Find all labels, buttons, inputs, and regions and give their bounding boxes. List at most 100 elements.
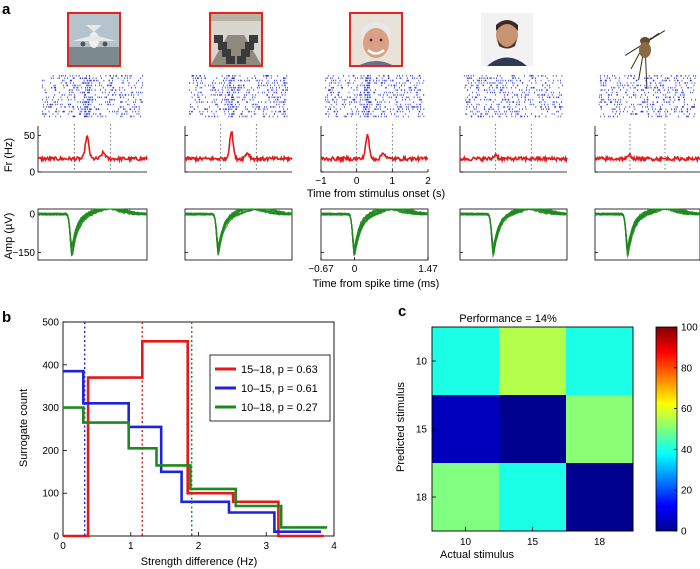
firing-rate-axes: −1 0 1 2	[315, 124, 431, 187]
spike-xtick-label: 1.47	[418, 264, 438, 275]
confusion-ylabel: Predicted stimulus	[395, 382, 407, 472]
histogram-ytick-label: 400	[42, 360, 59, 371]
histogram-line	[63, 340, 324, 538]
histogram-xtick-label: 4	[331, 541, 337, 552]
histogram-ytick-label: 500	[42, 318, 59, 329]
histogram-line	[63, 369, 322, 533]
histogram-ytick-label: 300	[42, 403, 59, 414]
histogram-xtick-label: 1	[128, 541, 134, 552]
histogram-ytick-label: 100	[42, 489, 59, 500]
airplane-photo	[68, 13, 120, 66]
colorbar-tick-label: 60	[681, 404, 693, 415]
stimulus-column-6: 6	[459, 13, 568, 261]
fr-xtick-label: −1	[315, 176, 327, 187]
spike-waveforms	[320, 208, 429, 257]
confusion-cell	[432, 327, 500, 396]
stimulus-column-8: 8	[594, 13, 700, 261]
spike-waveforms	[459, 207, 568, 259]
spike-waveform-axes	[594, 208, 700, 261]
spike-waveforms	[37, 208, 148, 257]
legend-entry: 10–18, p = 0.27	[241, 402, 318, 414]
confusion-xtick-label: 18	[594, 537, 606, 548]
spike-waveform-axes	[184, 208, 293, 261]
confusion-cell	[566, 327, 634, 396]
firing-rate-ylabel: Fr (Hz)	[3, 138, 15, 172]
firing-rate-curve	[594, 152, 700, 164]
histogram-series-1	[63, 322, 322, 536]
legend-entry: 10–15, p = 0.61	[241, 383, 318, 395]
panel-b: 0 1 2 3 4 0 100 200 300 400 500 15–18, p = 0.63 10–1…	[42, 318, 337, 553]
spike-ytick-label: 0	[29, 210, 35, 221]
fr-xtick-label: 1	[390, 176, 396, 187]
spike-xtick-label: −0.67	[308, 264, 334, 275]
histogram-xtick-label: 2	[196, 541, 202, 552]
colorbar-tick-label: 0	[681, 527, 687, 538]
confusion-cell	[566, 395, 634, 464]
histogram-line	[63, 406, 328, 529]
confusion-xtick-label: 15	[527, 537, 539, 548]
stimulus-column-15: 150500−150	[12, 12, 148, 261]
spike-ytick-label: −150	[12, 248, 35, 259]
histogram-frame	[62, 321, 335, 537]
bearded-man-photo	[481, 13, 533, 66]
spike-ylabel: Amp (µV)	[3, 213, 15, 260]
confusion-cell	[499, 463, 567, 532]
firing-rate-curve	[37, 134, 148, 164]
confusion-ytick-label: 18	[416, 493, 428, 504]
confusion-ytick-label: 10	[416, 357, 428, 368]
confusion-xlabel: Actual stimulus	[440, 549, 514, 561]
confusion-title: Performance = 14%	[459, 313, 557, 325]
confusion-cell	[432, 463, 500, 532]
fr-ytick-label: 0	[29, 168, 35, 179]
spike-xlabel: Time from spike time (ms)	[313, 278, 440, 290]
stimulus-column-18: 18	[184, 12, 293, 261]
spike-raster	[463, 75, 563, 118]
spike-raster	[324, 75, 425, 118]
spike-waveform-axes: −0.67 0 1.47	[308, 208, 438, 275]
stimulus-frame	[209, 12, 263, 67]
histogram-ytick-label: 200	[42, 446, 59, 457]
spike-xtick-label: 0	[352, 264, 358, 275]
confusion-ytick-label: 15	[416, 425, 428, 436]
firing-rate-axes	[594, 124, 700, 173]
fr-xtick-label: 0	[354, 176, 360, 187]
colorbar-tick-label: 100	[681, 323, 698, 334]
confusion-cell	[566, 463, 634, 532]
colorbar-tick-label: 40	[681, 445, 693, 456]
histogram-series-0	[63, 322, 324, 538]
smiling-man-photo	[350, 13, 402, 66]
spike-raster	[598, 75, 697, 118]
confusion-xtick-label: 10	[460, 537, 472, 548]
firing-rate-axes: 0 50	[24, 124, 147, 179]
colorbar-tick-label: 20	[681, 486, 693, 497]
spike-waveforms	[594, 208, 700, 259]
panel-label-a: a	[2, 1, 11, 18]
spider-photo	[619, 13, 671, 89]
histogram-series-2	[63, 322, 328, 536]
firing-rate-curve	[459, 152, 568, 164]
stimulus-frame	[349, 12, 403, 67]
histogram-ytick-label: 0	[53, 532, 59, 543]
firing-rate-curve	[184, 131, 293, 164]
histogram-xlabel: Strength difference (Hz)	[141, 556, 258, 568]
spike-raster	[42, 75, 144, 118]
firing-rate-curve	[320, 133, 429, 164]
panel-c: 10 15 18 10 15 18 0 20 40 60 80 100	[416, 323, 698, 549]
firing-rate-axes	[459, 124, 567, 173]
spike-raster	[188, 75, 288, 118]
firing-rate-xlabel: Time from stimulus onset (s)	[307, 188, 445, 200]
fr-xtick-label: 2	[425, 176, 431, 187]
stimulus-frame	[67, 12, 121, 67]
panel-label-c: c	[398, 303, 406, 320]
histogram-ylabel: Surrogate count	[18, 389, 30, 467]
confusion-cell	[432, 395, 500, 464]
spike-waveform-axes: 0 −150	[12, 208, 148, 261]
spike-waveforms	[184, 208, 293, 256]
firing-rate-axes	[184, 124, 292, 173]
airplane-cabin-photo	[210, 13, 262, 66]
colorbar: 0 20 40 60 80 100	[655, 323, 698, 538]
legend-entry: 15–18, p = 0.63	[241, 364, 318, 376]
